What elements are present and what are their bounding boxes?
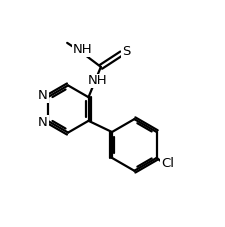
Text: N: N — [38, 89, 47, 102]
Text: NH: NH — [72, 43, 92, 56]
Text: N: N — [38, 116, 47, 129]
Text: Cl: Cl — [160, 157, 173, 170]
Text: NH: NH — [88, 74, 107, 87]
Text: S: S — [121, 45, 130, 58]
